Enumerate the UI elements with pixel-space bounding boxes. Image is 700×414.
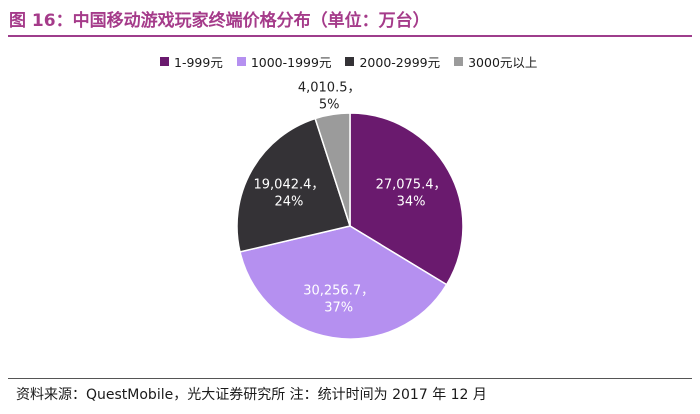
source-note: 资料来源：QuestMobile，光大证券研究所 注：统计时间为 2017 年 … [16, 387, 487, 403]
title-rule [8, 35, 692, 37]
slice-percent-label: 37% [324, 300, 353, 315]
slice-value-label: 27,075.4， [376, 178, 447, 193]
legend-label: 1000-1999元 [250, 55, 332, 70]
legend-swatch [345, 57, 355, 66]
pie-slice [239, 225, 448, 340]
slice-percent-label: 5% [319, 97, 340, 112]
slice-percent-label: 24% [275, 195, 304, 210]
pie-slice [236, 117, 351, 253]
legend-item: 1000-1999元 [236, 52, 332, 71]
legend-item: 1-999元 [160, 52, 223, 71]
pie-slice [314, 112, 351, 227]
slice-value-label: 19,042.4， [254, 178, 325, 193]
legend-item: 3000元以上 [454, 52, 537, 71]
pie-slice [349, 112, 464, 286]
legend-swatch [454, 57, 464, 66]
legend-label: 3000元以上 [468, 55, 538, 70]
legend-item: 2000-2999元 [345, 52, 440, 71]
legend-label: 2000-2999元 [359, 55, 441, 70]
figure-title: 图 16：中国移动游戏玩家终端价格分布（单位：万台） [9, 11, 430, 31]
slice-percent-label: 34% [397, 195, 426, 210]
source-rule [8, 378, 692, 379]
legend-swatch [160, 57, 169, 66]
slice-value-label: 4,010.5， [298, 80, 361, 95]
legend-label: 1-999元 [174, 55, 223, 70]
slice-value-label: 30,256.7， [303, 283, 374, 298]
legend-swatch [236, 57, 246, 66]
chart-legend: 1-999元 1000-1999元 2000-2999元 3000元以上 [160, 52, 537, 71]
